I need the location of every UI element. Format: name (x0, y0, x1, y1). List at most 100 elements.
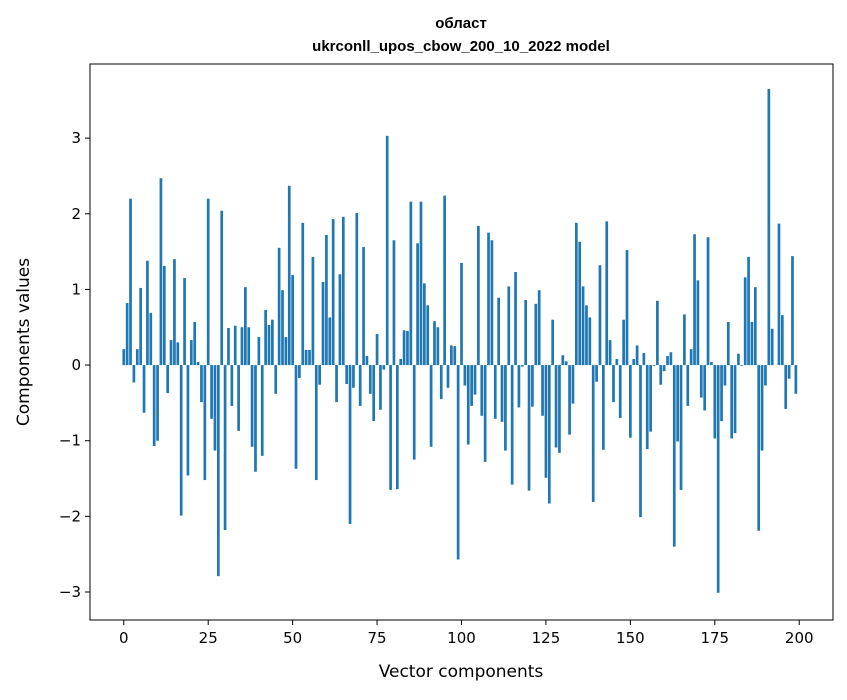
bar-component-105 (477, 226, 480, 365)
bar-component-14 (170, 340, 173, 365)
bar-component-28 (217, 365, 220, 576)
x-tick-label: 50 (283, 629, 302, 647)
bar-component-163 (673, 365, 676, 547)
bar-component-39 (254, 365, 257, 472)
bar-component-146 (616, 359, 619, 365)
bar-component-144 (609, 340, 612, 365)
bar-component-85 (409, 202, 412, 365)
bar-component-5 (139, 288, 142, 365)
bar-component-124 (541, 365, 544, 416)
bar-component-20 (190, 340, 193, 365)
bar-component-129 (558, 365, 561, 453)
bar-component-107 (484, 365, 487, 462)
bar-component-108 (487, 233, 490, 365)
bar-component-199 (794, 365, 797, 394)
y-tick-label: 2 (71, 205, 81, 223)
bar-component-73 (369, 365, 372, 394)
bar-component-33 (234, 326, 237, 365)
bar-component-49 (288, 186, 291, 365)
bar-component-1 (126, 303, 129, 365)
bar-component-111 (497, 298, 500, 365)
bar-component-128 (555, 365, 558, 447)
bar-component-38 (251, 365, 254, 447)
bar-component-22 (197, 362, 200, 365)
bar-component-40 (258, 337, 261, 365)
bar-component-99 (457, 365, 460, 559)
bar-component-89 (423, 283, 426, 365)
bar-component-174 (710, 362, 713, 365)
chart-title-line-2: ukrconll_upos_cbow_200_10_2022 model (312, 38, 610, 55)
bar-component-167 (686, 365, 689, 406)
y-tick-label: −1 (59, 432, 81, 450)
bar-component-134 (575, 223, 578, 365)
bar-component-95 (443, 196, 446, 365)
bar-component-109 (491, 240, 494, 365)
bar-component-181 (734, 365, 737, 433)
bar-component-27 (214, 365, 217, 450)
bar-component-74 (372, 365, 375, 421)
bar-component-15 (173, 259, 176, 365)
bar-component-101 (464, 365, 467, 385)
bar-component-183 (740, 365, 743, 366)
bar-component-117 (518, 365, 521, 407)
bar-component-24 (203, 365, 206, 480)
bar-component-175 (713, 365, 716, 438)
bar-component-155 (646, 365, 649, 449)
bar-component-145 (612, 365, 615, 402)
bar-component-141 (599, 265, 602, 365)
bar-component-16 (176, 342, 179, 365)
bar-component-118 (521, 365, 524, 367)
bar-component-170 (697, 280, 700, 365)
bar-component-98 (453, 346, 456, 365)
bar-component-198 (791, 256, 794, 365)
bar-component-3 (133, 365, 136, 382)
bar-component-75 (376, 334, 379, 365)
x-tick-label: 25 (199, 629, 218, 647)
bar-component-31 (227, 328, 230, 365)
bar-component-195 (781, 315, 784, 365)
bar-component-60 (325, 235, 328, 365)
bar-component-106 (480, 365, 483, 416)
bar-component-91 (430, 365, 433, 447)
bar-component-177 (720, 365, 723, 421)
bar-component-57 (315, 365, 318, 480)
bar-component-164 (676, 365, 679, 441)
bar-component-45 (274, 365, 277, 394)
bar-component-30 (224, 365, 227, 530)
bar-component-42 (264, 310, 267, 365)
bar-component-161 (666, 356, 669, 365)
y-tick-label: −2 (59, 507, 81, 525)
bar-component-67 (349, 365, 352, 524)
bar-component-62 (332, 219, 335, 365)
bar-component-68 (352, 365, 355, 388)
bar-component-131 (565, 361, 568, 365)
bar-component-58 (318, 365, 321, 385)
bar-component-136 (582, 286, 585, 365)
bar-component-43 (268, 325, 271, 365)
bar-component-166 (683, 314, 686, 365)
bar-component-125 (545, 365, 548, 478)
bar-component-2 (129, 199, 132, 365)
y-tick-label: 3 (71, 129, 81, 147)
bar-component-153 (639, 365, 642, 517)
bar-component-176 (717, 365, 720, 593)
bar-component-100 (460, 263, 463, 365)
bar-component-168 (690, 349, 693, 365)
bar-component-35 (241, 327, 244, 365)
x-tick-label: 125 (532, 629, 561, 647)
bar-component-116 (514, 272, 517, 365)
bar-component-119 (524, 300, 527, 365)
bar-component-76 (379, 365, 382, 410)
bar-component-52 (298, 365, 301, 378)
bar-component-173 (707, 237, 710, 365)
bar-component-192 (771, 329, 774, 365)
bar-component-64 (339, 274, 342, 365)
bar-component-17 (180, 365, 183, 516)
bar-component-156 (649, 365, 652, 432)
bar-component-25 (207, 199, 210, 365)
bar-component-182 (737, 354, 740, 365)
x-axis-label: Vector components (379, 662, 544, 682)
bar-component-149 (626, 250, 629, 365)
